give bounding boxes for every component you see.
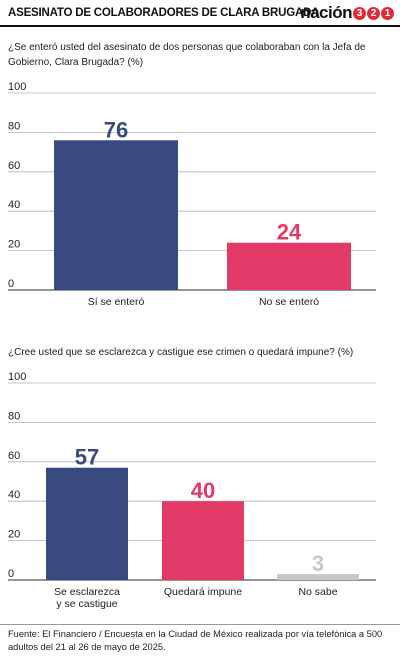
- bar-2: [277, 574, 359, 580]
- y-tick-label: 100: [8, 81, 26, 93]
- bar-0: [54, 140, 178, 290]
- question-2: ¿Cree usted que se esclarezca y castigue…: [8, 347, 354, 358]
- source-note: Fuente: El Financiero / Encuesta en la C…: [8, 629, 383, 652]
- category-label: y se castigue: [56, 598, 117, 610]
- y-tick-label: 20: [8, 529, 20, 541]
- question-1: ¿Se enteró usted del asesinato de dos pe…: [8, 42, 366, 68]
- data-label: 57: [75, 445, 99, 470]
- y-tick-label: 40: [8, 199, 20, 211]
- y-tick-label: 100: [8, 371, 26, 383]
- logo-word: nación: [300, 3, 352, 22]
- footer-rule: [0, 624, 400, 625]
- category-label: No sabe: [298, 586, 337, 598]
- logo-digit-3: 1: [381, 6, 394, 20]
- y-tick-label: 0: [8, 278, 14, 290]
- nacion321-logo: nación 3 2 1: [300, 3, 394, 23]
- bar-1: [162, 501, 244, 580]
- logo-digit-1: 3: [353, 6, 366, 20]
- y-tick-label: 80: [8, 410, 20, 422]
- data-label: 40: [191, 478, 215, 503]
- category-label: Quedará impune: [164, 586, 242, 598]
- category-label: Se esclarezca: [54, 586, 120, 598]
- bar-0: [46, 467, 128, 580]
- y-tick-label: 60: [8, 160, 20, 172]
- data-label: 24: [277, 220, 302, 245]
- category-label: Sí se enteró: [88, 296, 145, 308]
- y-tick-label: 0: [8, 568, 14, 580]
- data-label: 3: [312, 551, 324, 576]
- y-tick-label: 40: [8, 489, 20, 501]
- category-label: No se enteró: [259, 296, 319, 308]
- header-rule: [0, 25, 400, 27]
- y-tick-label: 20: [8, 239, 20, 251]
- logo-digit-2: 2: [367, 6, 380, 20]
- header: ASESINATO DE COLABORADORES DE CLARA BRUG…: [0, 0, 400, 27]
- bar-1: [227, 242, 351, 290]
- page-title: ASESINATO DE COLABORADORES DE CLARA BRUG…: [8, 7, 320, 19]
- y-tick-label: 80: [8, 120, 20, 132]
- chart-1: 0 20 40 60 80 100 76 Sí se enteró 24 No se enteró: [8, 81, 376, 308]
- y-tick-label: 60: [8, 450, 20, 462]
- data-label: 76: [104, 117, 128, 142]
